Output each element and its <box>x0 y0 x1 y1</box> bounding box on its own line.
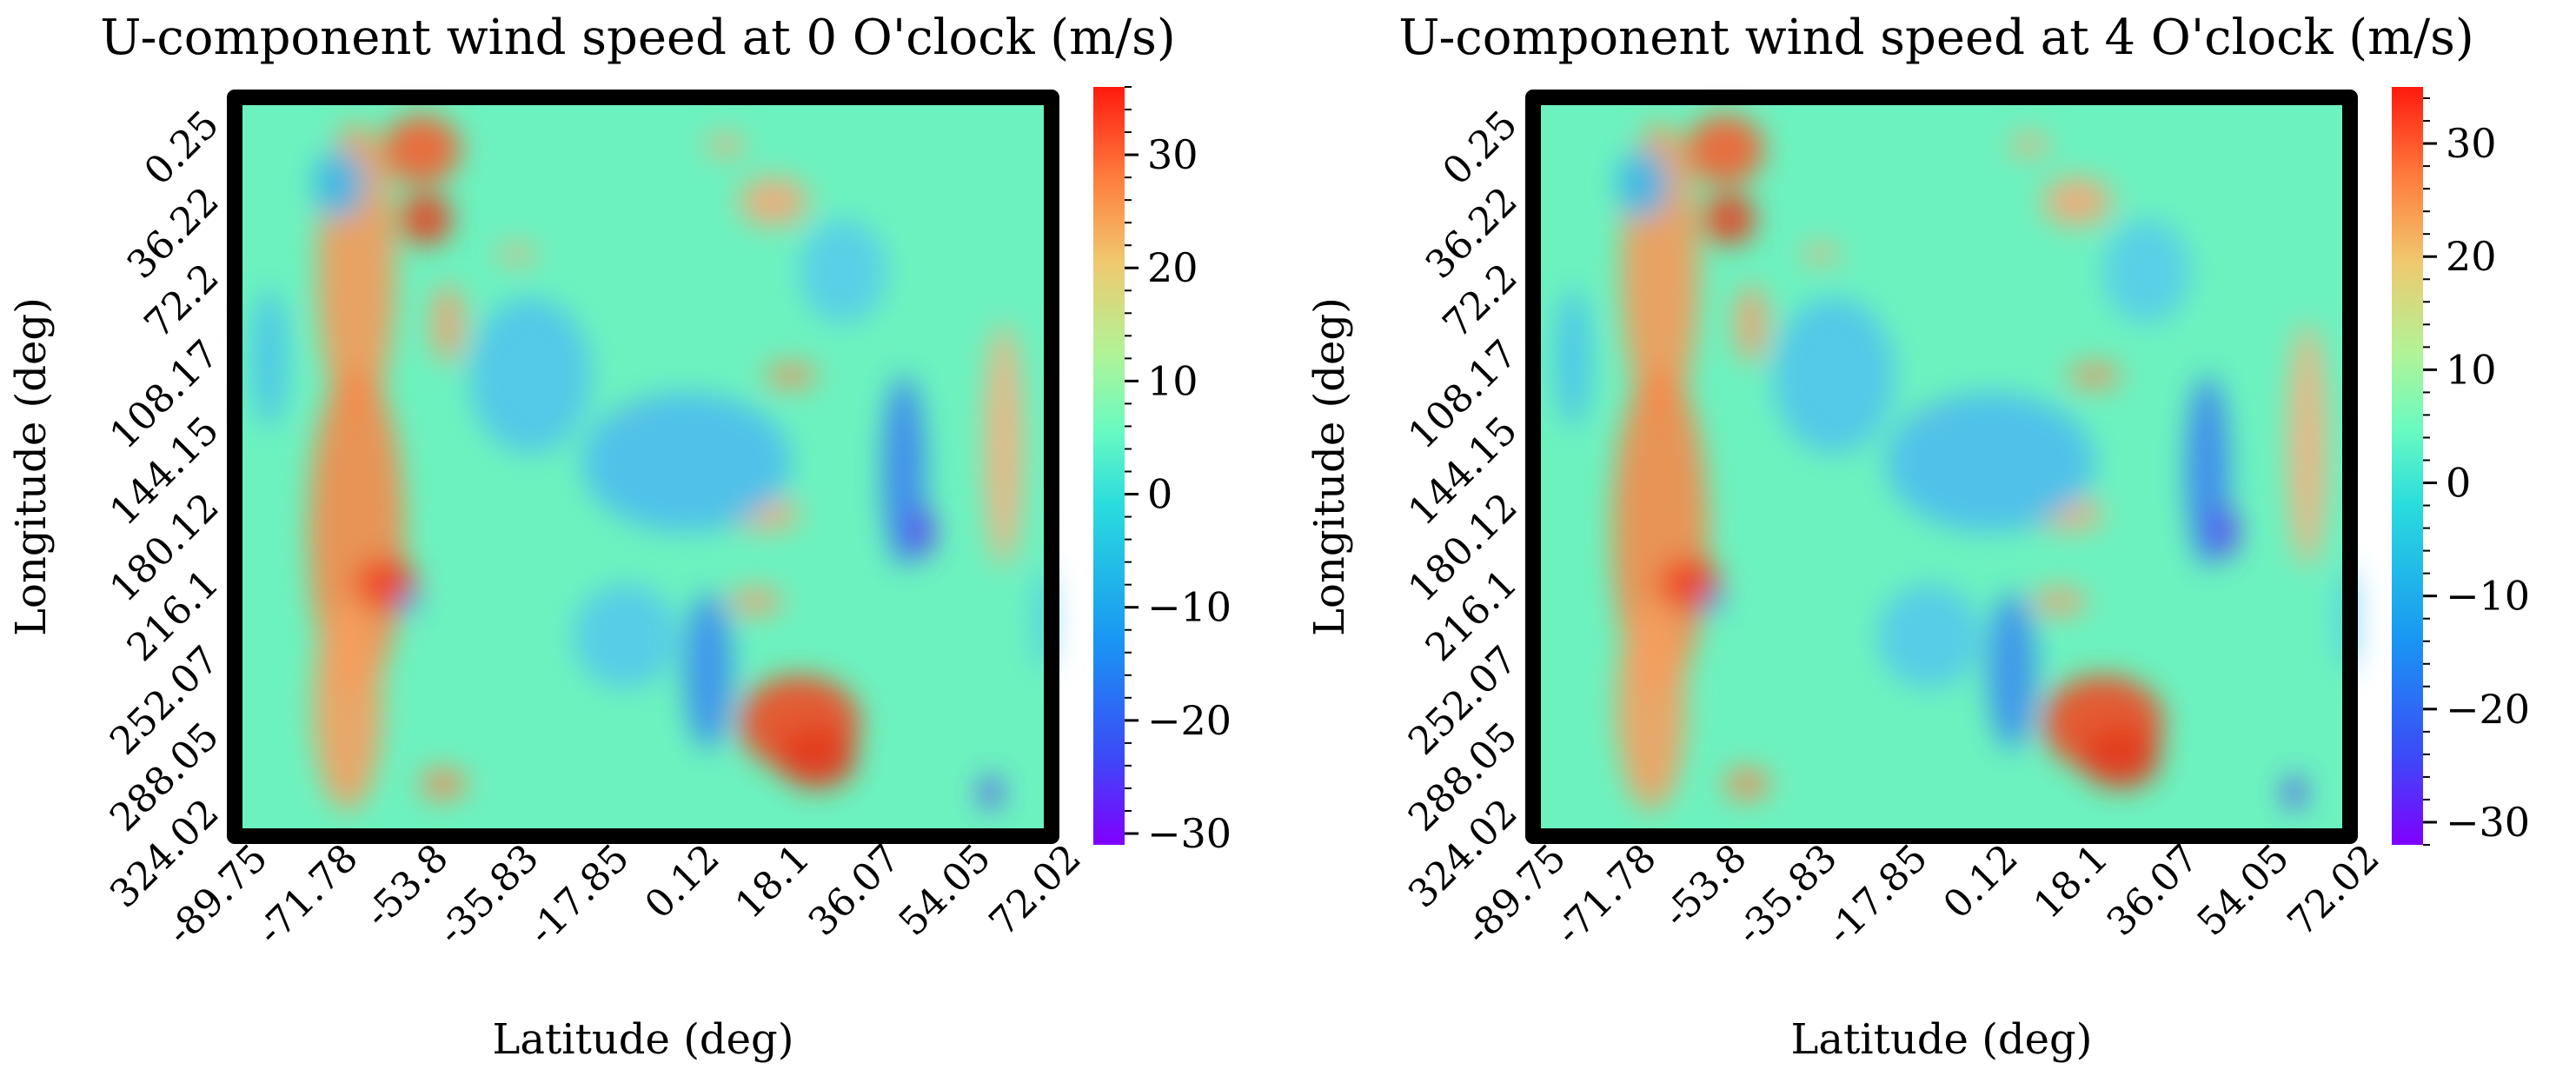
x-tick-label: -35.83 <box>1728 836 1846 954</box>
heatmap-blob <box>1686 115 1764 184</box>
heatmap-blob <box>985 323 1023 567</box>
heatmap-blob <box>382 115 461 184</box>
x-axis-label: Latitude (deg) <box>1790 1015 2092 1064</box>
heatmap-blob <box>582 393 791 532</box>
heatmap-blob <box>1877 584 1982 688</box>
heatmap-blob <box>400 193 452 245</box>
x-tick-label: -71.78 <box>249 836 367 954</box>
x-tick-label: -17.85 <box>1818 836 1936 954</box>
x-axis-label: Latitude (deg) <box>492 1015 793 1064</box>
colorbar-tick-label: 20 <box>1147 244 1198 291</box>
x-tick-label: 0.12 <box>1935 836 2026 927</box>
heatmap-blob <box>1773 297 1895 454</box>
heatmap-field <box>252 115 1052 810</box>
plot-frame <box>227 90 1059 844</box>
heatmap-field <box>1556 115 2355 810</box>
heatmap-blob <box>2288 323 2327 567</box>
colorbar-tick-label: −10 <box>1147 584 1232 631</box>
heatmap-blob <box>432 284 463 362</box>
heatmap-blob <box>730 588 782 615</box>
y-tick-label: 0.25 <box>1434 103 1525 194</box>
colorbar-tick-label: 20 <box>2446 233 2497 280</box>
heatmap-blob <box>2284 775 2305 810</box>
plot-frame <box>1525 90 2358 844</box>
heatmap-panel-0: U-component wind speed at 0 O'clock (m/s… <box>7 10 1232 1064</box>
y-tick-labels: 0.2536.2272.2108.17144.15180.12216.1252.… <box>1400 103 1526 917</box>
colorbar-ticks: 30 20 10 0 −10 −20 −30 <box>1125 86 1232 857</box>
heatmap-blob <box>800 219 886 323</box>
heatmap-blob <box>1802 245 1840 262</box>
colorbar-tick-label: 10 <box>1147 357 1198 404</box>
x-tick-label: -17.85 <box>520 836 638 954</box>
heatmap-blob <box>1736 284 1767 362</box>
x-tick-labels: -89.75-71.78-53.8-35.83-17.850.1218.136.… <box>158 836 1090 954</box>
colorbar-tick-label: −30 <box>2446 799 2530 846</box>
heatmap-blob <box>707 135 745 156</box>
x-tick-label: 54.05 <box>891 836 999 945</box>
heatmap-blob <box>2103 219 2190 323</box>
y-tick-labels: 0.2536.2272.2108.17144.15180.12216.1252.… <box>102 103 228 917</box>
x-tick-label: 0.12 <box>636 836 727 927</box>
x-tick-label: 72.02 <box>2280 836 2388 945</box>
heatmap-blob <box>1617 601 1686 810</box>
heatmap-blob <box>2212 506 2238 558</box>
heatmap-blob <box>396 591 421 612</box>
colorbar-tick-label: 0 <box>1147 471 1172 518</box>
heatmap-blob <box>1700 591 1724 612</box>
colorbar-tick-label: −10 <box>2446 573 2530 620</box>
colorbar-tick-label: −20 <box>2446 686 2530 733</box>
heatmap-blob <box>2042 177 2112 226</box>
heatmap-blob <box>980 775 1001 810</box>
heatmap-blob <box>469 297 591 454</box>
heatmap-blob <box>313 601 382 810</box>
y-axis-label: Longitude (deg) <box>7 297 56 636</box>
colorbar-tick-label: 30 <box>2446 120 2497 167</box>
heatmap-blob <box>2068 363 2121 388</box>
x-tick-label: -35.83 <box>429 836 548 954</box>
chart-title: U-component wind speed at 0 O'clock (m/s… <box>100 10 1175 66</box>
heatmap-blob <box>1886 393 2095 532</box>
heatmap-blob <box>1556 289 1590 428</box>
colorbar-tick-label: 30 <box>1147 131 1198 178</box>
heatmap-blob <box>1617 149 1669 219</box>
x-tick-label: 72.02 <box>981 836 1090 945</box>
x-tick-label: 36.07 <box>2099 836 2208 945</box>
colorbar-tick-label: −30 <box>1147 810 1232 857</box>
y-tick-label: 0.25 <box>136 103 227 194</box>
heatmap-blob <box>313 149 365 219</box>
x-tick-label: 36.07 <box>800 836 909 945</box>
heatmap-blob <box>2081 728 2160 788</box>
colorbar <box>2392 87 2423 845</box>
chart-title: U-component wind speed at 4 O'clock (m/s… <box>1398 10 2473 66</box>
colorbar <box>1093 87 1125 845</box>
heatmap-blob <box>778 728 856 788</box>
heatmap-blob <box>739 177 808 226</box>
colorbar-tick-label: −20 <box>1147 697 1232 744</box>
heatmap-panel-1: U-component wind speed at 4 O'clock (m/s… <box>1305 10 2530 1064</box>
heatmap-blob <box>908 506 934 558</box>
colorbar-ticks: 30 20 10 0 −10 −20 −30 <box>2423 97 2530 846</box>
heatmap-blob <box>498 245 536 262</box>
x-tick-labels: -89.75-71.78-53.8-35.83-17.850.1218.136.… <box>1457 836 2388 954</box>
heatmap-blob <box>421 768 466 800</box>
y-axis-label: Longitude (deg) <box>1305 297 1354 636</box>
x-tick-label: -71.78 <box>1547 836 1665 954</box>
heatmap-blob <box>765 363 817 388</box>
heatmap-blob <box>1703 193 1756 245</box>
heatmap-blob <box>574 584 678 688</box>
heatmap-blob <box>2010 135 2048 156</box>
heatmap-blob <box>684 593 733 749</box>
x-tick-label: 54.05 <box>2189 836 2298 945</box>
heatmap-blob <box>1724 768 1769 800</box>
heatmap-blob <box>1988 593 2036 749</box>
heatmap-blob <box>2034 588 2086 615</box>
colorbar-tick-label: 10 <box>2446 346 2497 393</box>
colorbar-tick-label: 0 <box>2446 460 2471 507</box>
heatmap-blob <box>252 289 287 428</box>
